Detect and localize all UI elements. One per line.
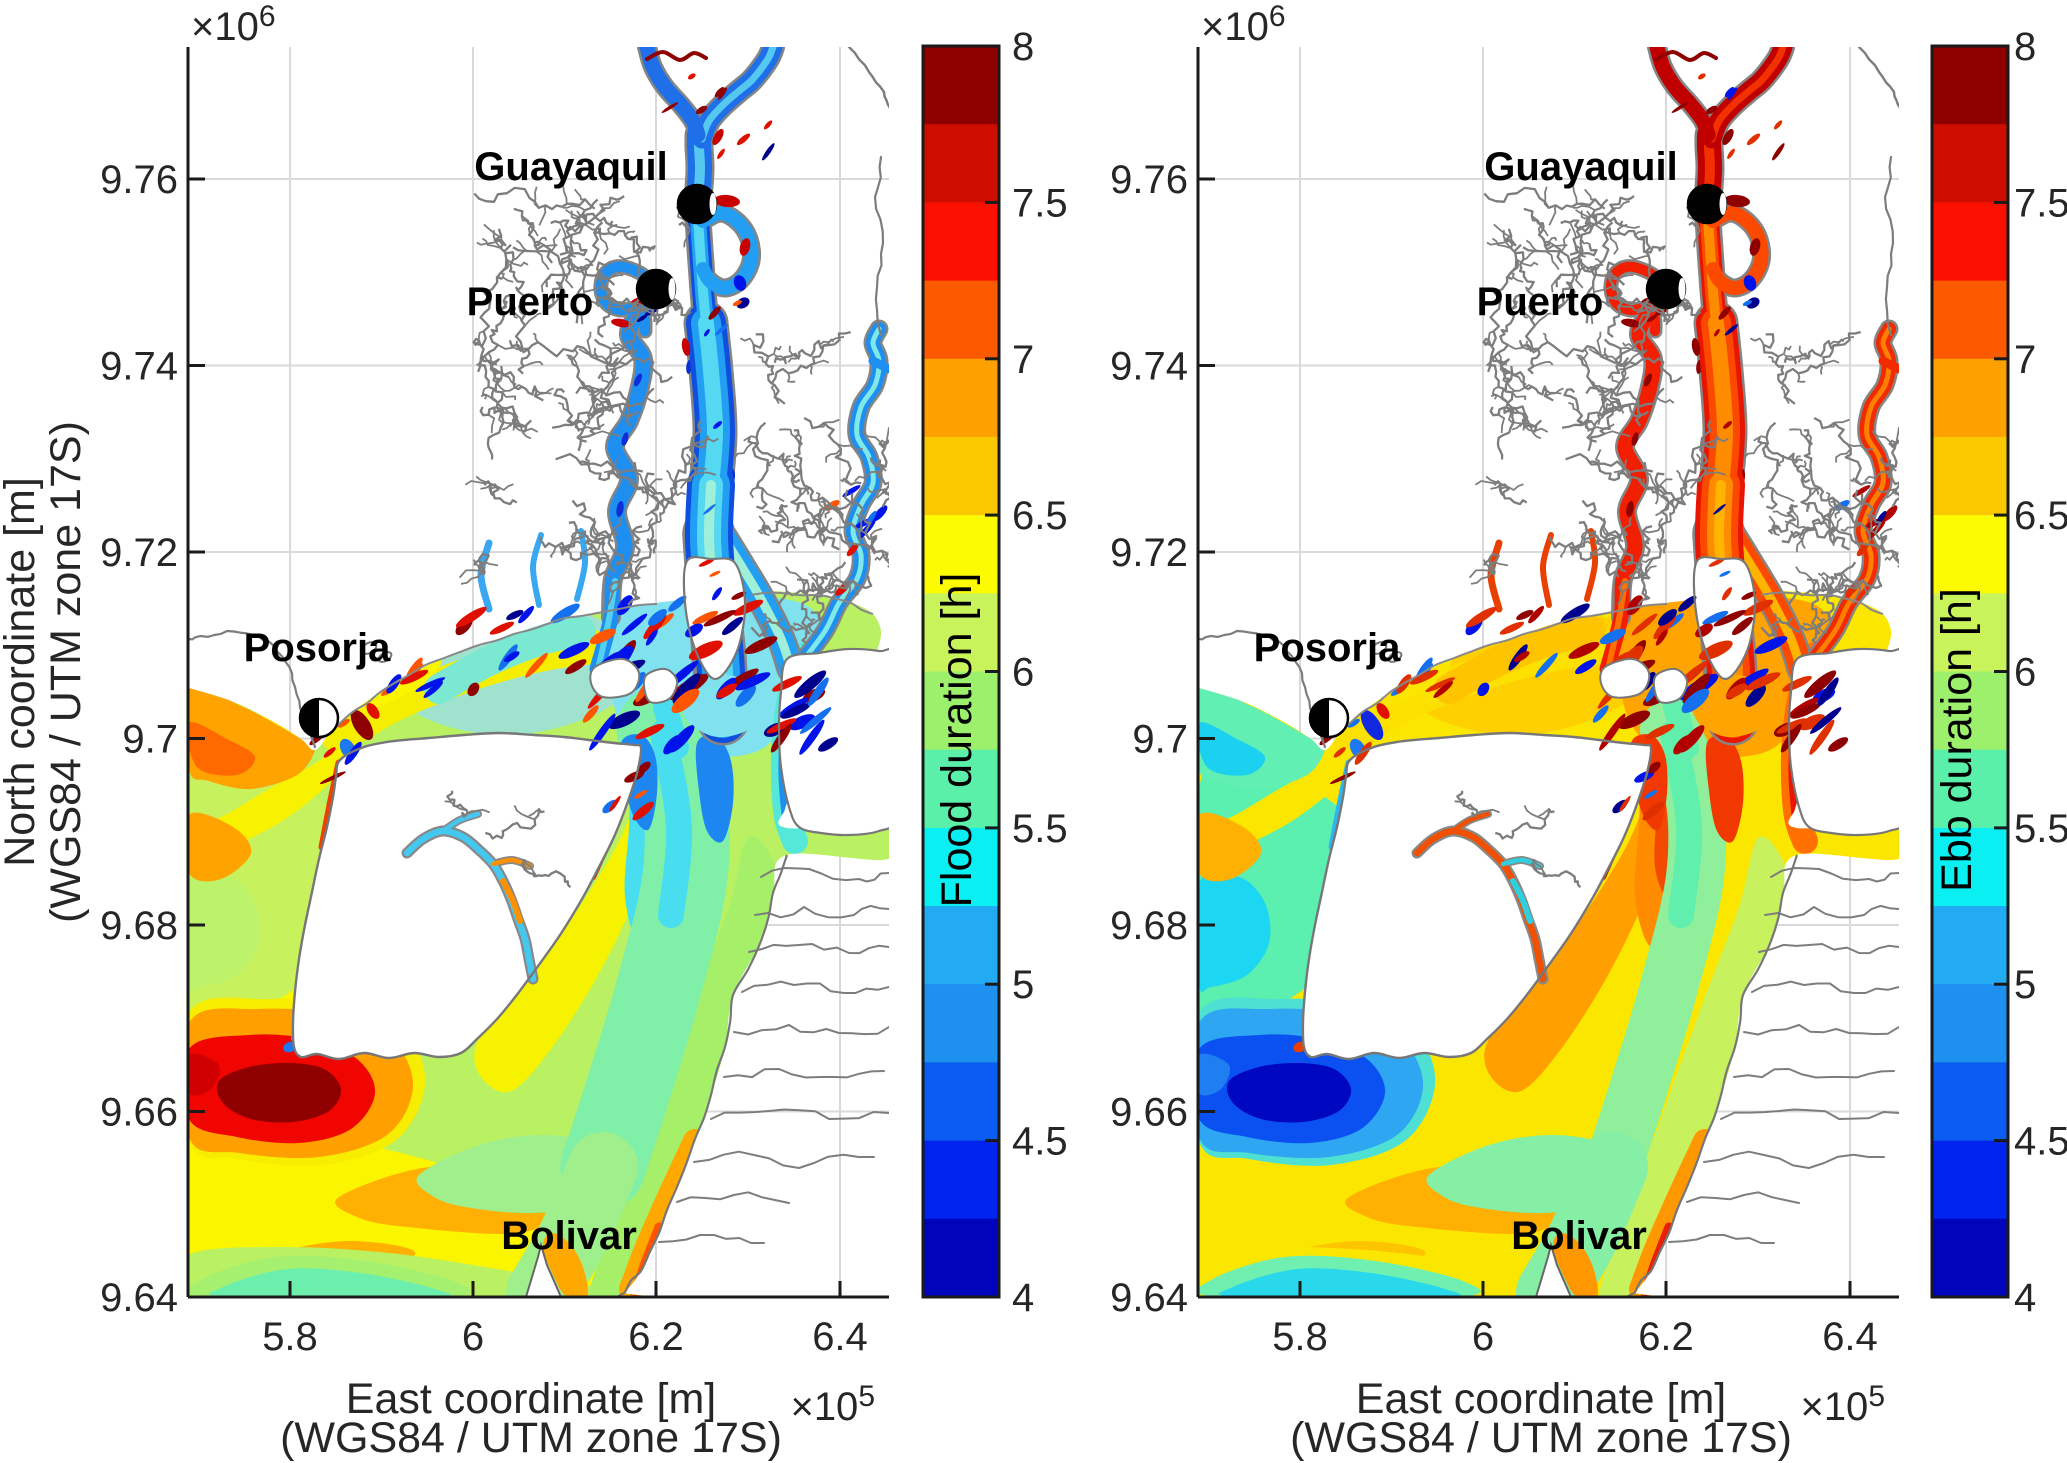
svg-text:(WGS84 / UTM zone 17S): (WGS84 / UTM zone 17S) xyxy=(280,1414,782,1462)
svg-text:5.5: 5.5 xyxy=(1012,807,1068,851)
svg-text:6: 6 xyxy=(1012,651,1034,695)
svg-text:5: 5 xyxy=(1012,963,1034,1007)
svg-text:6: 6 xyxy=(2014,651,2036,695)
svg-text:6: 6 xyxy=(462,1315,484,1359)
svg-text:9.68: 9.68 xyxy=(1110,904,1188,948)
svg-text:7.5: 7.5 xyxy=(2014,181,2067,225)
svg-text:6.5: 6.5 xyxy=(2014,494,2067,538)
svg-text:4.5: 4.5 xyxy=(2014,1120,2067,1164)
svg-text:4: 4 xyxy=(2014,1276,2036,1320)
svg-text:East coordinate [m]: East coordinate [m] xyxy=(346,1375,716,1423)
svg-text:×105: ×105 xyxy=(790,1380,875,1429)
svg-text:7.5: 7.5 xyxy=(1012,181,1068,225)
svg-text:9.68: 9.68 xyxy=(100,904,178,948)
svg-text:6: 6 xyxy=(1472,1315,1494,1359)
svg-text:Guayaquil: Guayaquil xyxy=(1484,145,1677,189)
svg-text:9.7: 9.7 xyxy=(1132,718,1188,762)
svg-text:9.64: 9.64 xyxy=(1110,1276,1188,1320)
svg-text:Puerto: Puerto xyxy=(1477,280,1604,324)
svg-text:9.72: 9.72 xyxy=(1110,531,1188,575)
svg-text:6.2: 6.2 xyxy=(1638,1315,1694,1359)
svg-text:East coordinate [m]: East coordinate [m] xyxy=(1356,1375,1726,1423)
svg-text:4.5: 4.5 xyxy=(1012,1120,1068,1164)
svg-text:×106: ×106 xyxy=(191,0,276,49)
svg-text:(WGS84 / UTM zone 17S): (WGS84 / UTM zone 17S) xyxy=(42,421,90,923)
svg-text:9.72: 9.72 xyxy=(100,531,178,575)
svg-text:North coordinate [m]: North coordinate [m] xyxy=(0,477,44,867)
svg-text:Flood duration [h]: Flood duration [h] xyxy=(933,573,981,908)
svg-text:7: 7 xyxy=(2014,338,2036,382)
svg-text:Puerto: Puerto xyxy=(467,280,594,324)
svg-text:5.8: 5.8 xyxy=(262,1315,318,1359)
svg-text:Guayaquil: Guayaquil xyxy=(474,145,667,189)
svg-text:9.76: 9.76 xyxy=(1110,158,1188,202)
svg-text:6.2: 6.2 xyxy=(628,1315,684,1359)
svg-text:8: 8 xyxy=(2014,25,2036,69)
svg-text:9.74: 9.74 xyxy=(1110,345,1188,389)
svg-text:Posorja: Posorja xyxy=(244,626,391,670)
svg-text:6.4: 6.4 xyxy=(1822,1315,1878,1359)
svg-text:9.66: 9.66 xyxy=(100,1091,178,1135)
svg-text:9.7: 9.7 xyxy=(122,718,178,762)
svg-text:5.8: 5.8 xyxy=(1272,1315,1328,1359)
svg-text:9.74: 9.74 xyxy=(100,345,178,389)
svg-text:9.66: 9.66 xyxy=(1110,1091,1188,1135)
svg-text:9.64: 9.64 xyxy=(100,1276,178,1320)
svg-text:6.5: 6.5 xyxy=(1012,494,1068,538)
svg-text:Bolivar: Bolivar xyxy=(501,1214,637,1258)
svg-text:Ebb duration [h]: Ebb duration [h] xyxy=(1933,588,1981,892)
svg-text:5: 5 xyxy=(2014,963,2036,1007)
svg-text:(WGS84 / UTM zone 17S): (WGS84 / UTM zone 17S) xyxy=(1290,1414,1792,1462)
svg-text:9.76: 9.76 xyxy=(100,158,178,202)
svg-text:4: 4 xyxy=(1012,1276,1034,1320)
svg-text:Posorja: Posorja xyxy=(1254,626,1401,670)
svg-text:8: 8 xyxy=(1012,25,1034,69)
svg-text:7: 7 xyxy=(1012,338,1034,382)
svg-text:Bolivar: Bolivar xyxy=(1511,1214,1647,1258)
svg-text:6.4: 6.4 xyxy=(812,1315,868,1359)
svg-text:5.5: 5.5 xyxy=(2014,807,2067,851)
